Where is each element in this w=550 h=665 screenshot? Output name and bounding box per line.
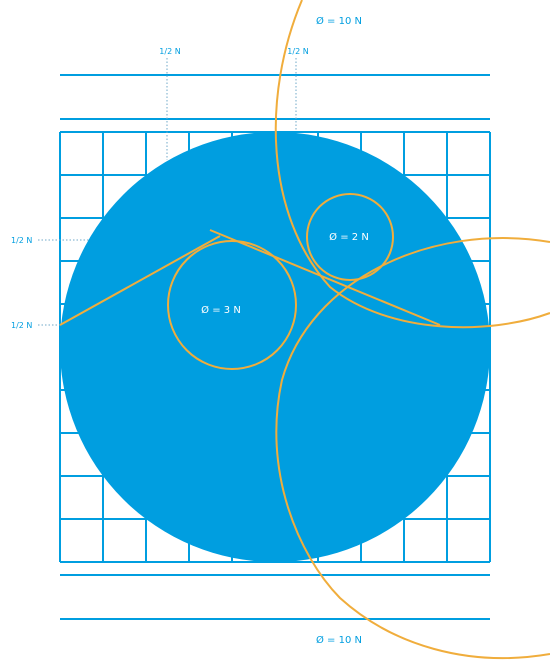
- medium-circle-label: Ø = 3 N: [201, 304, 241, 316]
- top-diameter-label: Ø = 10 N: [316, 15, 362, 27]
- small-circle-label: Ø = 2 N: [329, 231, 369, 243]
- large-arc-bottom: [275, 237, 550, 660]
- chevron-line: [59, 235, 221, 326]
- top-left-half-label: 1/2 N: [159, 47, 180, 56]
- orange-construction: [59, 0, 550, 660]
- left-upper-half-label: 1/2 N: [11, 236, 32, 245]
- large-arc-top: [274, 0, 550, 329]
- top-right-half-label: 1/2 N: [287, 47, 308, 56]
- small-circle-2n: [306, 193, 394, 281]
- chevron-line-right: [209, 229, 441, 326]
- dotted-guides: [38, 58, 297, 326]
- medium-circle-3n: [167, 240, 297, 370]
- bottom-diameter-label: Ø = 10 N: [316, 634, 362, 646]
- main-blue-circle: [60, 132, 490, 562]
- left-lower-half-label: 1/2 N: [11, 321, 32, 330]
